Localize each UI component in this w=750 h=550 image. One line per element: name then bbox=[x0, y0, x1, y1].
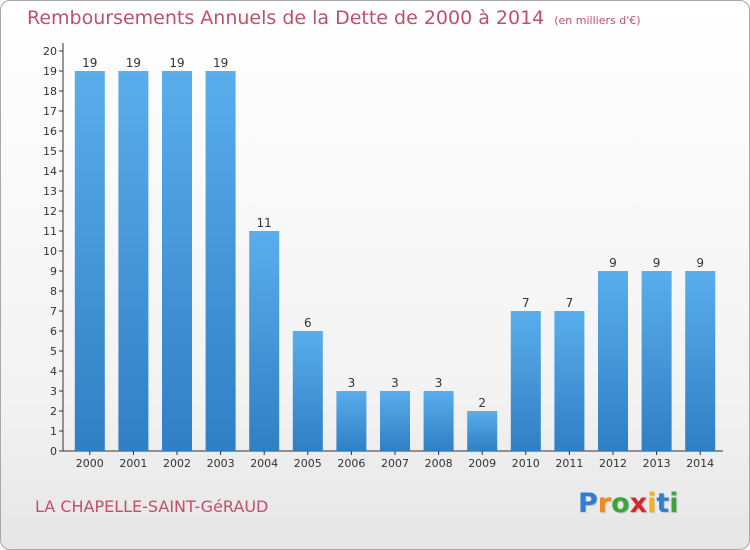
logo-letter: P bbox=[578, 488, 598, 519]
y-tick-label: 20 bbox=[43, 45, 57, 58]
y-tick-label: 1 bbox=[50, 425, 57, 438]
data-label: 3 bbox=[348, 376, 356, 390]
commune-name: LA CHAPELLE-SAINT-GéRAUD bbox=[35, 497, 269, 516]
bar bbox=[467, 411, 498, 451]
data-label: 7 bbox=[522, 296, 530, 310]
logo-letter: r bbox=[597, 488, 612, 519]
data-label: 3 bbox=[391, 376, 399, 390]
y-tick-label: 11 bbox=[43, 225, 57, 238]
x-tick-label: 2003 bbox=[207, 457, 235, 470]
x-tick-label: 2000 bbox=[76, 457, 104, 470]
y-tick-label: 12 bbox=[43, 205, 57, 218]
data-label: 6 bbox=[304, 316, 312, 330]
x-tick-label: 2001 bbox=[119, 457, 147, 470]
x-tick-label: 2008 bbox=[425, 457, 453, 470]
data-label: 19 bbox=[169, 56, 184, 70]
x-tick-label: 2010 bbox=[512, 457, 540, 470]
y-tick-label: 9 bbox=[50, 265, 57, 278]
x-tick-label: 2002 bbox=[163, 457, 191, 470]
x-tick-label: 2014 bbox=[686, 457, 714, 470]
bar bbox=[641, 271, 672, 451]
y-tick-label: 5 bbox=[50, 345, 57, 358]
data-label: 7 bbox=[566, 296, 574, 310]
y-tick-label: 13 bbox=[43, 185, 57, 198]
bar bbox=[118, 71, 149, 451]
bar bbox=[685, 271, 716, 451]
data-label: 2 bbox=[478, 396, 486, 410]
y-tick-label: 3 bbox=[50, 385, 57, 398]
y-tick-label: 17 bbox=[43, 105, 57, 118]
bar bbox=[162, 71, 192, 451]
chart-title-text: Remboursements Annuels de la Dette de 20… bbox=[27, 7, 545, 29]
x-tick-label: 2004 bbox=[250, 457, 278, 470]
y-tick-label: 10 bbox=[43, 245, 57, 258]
logo-letter: x bbox=[629, 488, 648, 519]
x-tick-label: 2005 bbox=[294, 457, 322, 470]
bar bbox=[554, 311, 585, 451]
x-tick-label: 2009 bbox=[468, 457, 496, 470]
data-label: 11 bbox=[257, 216, 272, 230]
bar bbox=[74, 71, 105, 451]
chart-title: Remboursements Annuels de la Dette de 20… bbox=[27, 7, 641, 29]
y-tick-label: 18 bbox=[43, 85, 57, 98]
logo-letter: o bbox=[611, 488, 630, 519]
chart-unit-note: (en milliers d'€) bbox=[554, 14, 641, 27]
y-tick-label: 6 bbox=[50, 325, 57, 338]
y-tick-label: 0 bbox=[50, 445, 57, 458]
y-tick-label: 7 bbox=[50, 305, 57, 318]
x-tick-label: 2012 bbox=[599, 457, 627, 470]
y-tick-label: 15 bbox=[43, 145, 57, 158]
proxiti-logo[interactable]: Proxiti bbox=[578, 488, 679, 519]
data-label: 19 bbox=[126, 56, 141, 70]
data-label: 19 bbox=[213, 56, 228, 70]
data-label: 9 bbox=[609, 256, 617, 270]
bar bbox=[510, 311, 541, 451]
bar bbox=[249, 231, 280, 451]
x-tick-label: 2013 bbox=[643, 457, 671, 470]
bar bbox=[205, 71, 236, 451]
y-tick-label: 16 bbox=[43, 125, 57, 138]
y-tick-label: 4 bbox=[50, 365, 57, 378]
x-tick-label: 2007 bbox=[381, 457, 409, 470]
logo-letter: i bbox=[647, 488, 657, 519]
bar bbox=[292, 331, 323, 451]
bar bbox=[380, 391, 410, 451]
y-tick-label: 8 bbox=[50, 285, 57, 298]
data-label: 19 bbox=[82, 56, 97, 70]
x-tick-label: 2006 bbox=[337, 457, 365, 470]
data-label: 9 bbox=[696, 256, 704, 270]
data-label: 3 bbox=[435, 376, 443, 390]
y-tick-label: 19 bbox=[43, 65, 57, 78]
logo-letter: t bbox=[656, 488, 670, 519]
bar bbox=[423, 391, 454, 451]
bar bbox=[598, 271, 628, 451]
x-tick-label: 2011 bbox=[555, 457, 583, 470]
logo-letter: i bbox=[669, 488, 679, 519]
y-tick-label: 14 bbox=[43, 165, 57, 178]
data-label: 9 bbox=[653, 256, 661, 270]
y-tick-label: 2 bbox=[50, 405, 57, 418]
bar bbox=[336, 391, 367, 451]
